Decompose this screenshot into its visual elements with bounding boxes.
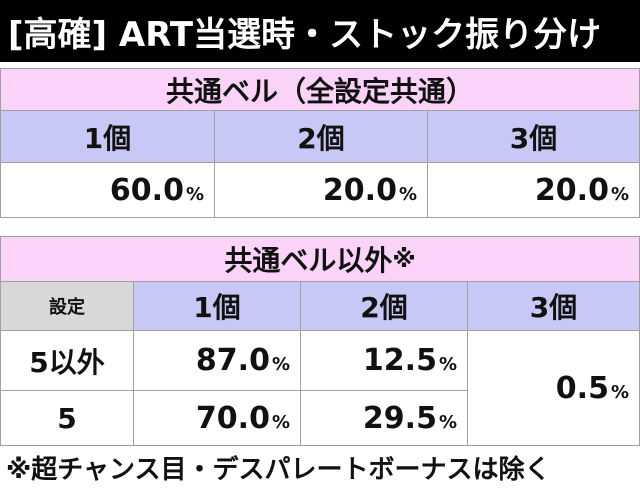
value: 12.5 xyxy=(362,343,437,378)
unit: % xyxy=(398,183,417,205)
header-cell: 2個 xyxy=(300,281,468,331)
header-cell: 2個 xyxy=(214,110,428,163)
value-cell: 29.5% xyxy=(300,390,468,446)
value-cell: 20.0% xyxy=(214,162,428,218)
value-cell: 60.0% xyxy=(0,162,215,218)
value: 87.0 xyxy=(195,343,270,378)
value: 20.0 xyxy=(322,172,397,208)
unit: % xyxy=(185,183,204,205)
value: 70.0 xyxy=(195,400,270,436)
table-title: 共通ベル（全設定共通） xyxy=(0,68,640,111)
header-cell: 3個 xyxy=(427,110,640,163)
header-cell: 設定 xyxy=(0,281,134,331)
table-title: 共通ベル以外 ※ xyxy=(0,236,640,282)
unit: % xyxy=(438,354,457,375)
value-cell: 70.0% xyxy=(133,390,301,446)
header-cell: 3個 xyxy=(467,281,640,331)
unit: % xyxy=(271,411,290,433)
footnote: ※超チャンス目・デスパレートボーナスは除く xyxy=(6,454,551,485)
title: [高確] ART当選時・ストック振り分け xyxy=(0,0,640,62)
row-label: 5 xyxy=(0,390,134,446)
value: 60.0 xyxy=(109,172,184,208)
value-cell: 87.0% xyxy=(133,330,301,391)
title-mark: ※ xyxy=(392,245,416,273)
unit: % xyxy=(438,411,457,433)
value: 20.0 xyxy=(534,172,609,208)
unit: % xyxy=(610,183,629,205)
unit: % xyxy=(610,381,629,403)
merged-cell: 0.5% xyxy=(467,330,640,446)
value-cell: 12.5% xyxy=(300,330,468,391)
row-label: 5以外 xyxy=(0,330,134,391)
value-cell: 20.0% xyxy=(427,162,640,218)
header-cell: 1個 xyxy=(0,110,215,163)
unit: % xyxy=(271,354,290,375)
value: 0.5 xyxy=(555,370,609,406)
value: 29.5 xyxy=(362,400,437,436)
title-text: 共通ベル以外 xyxy=(224,244,393,277)
header-cell: 1個 xyxy=(133,281,301,331)
